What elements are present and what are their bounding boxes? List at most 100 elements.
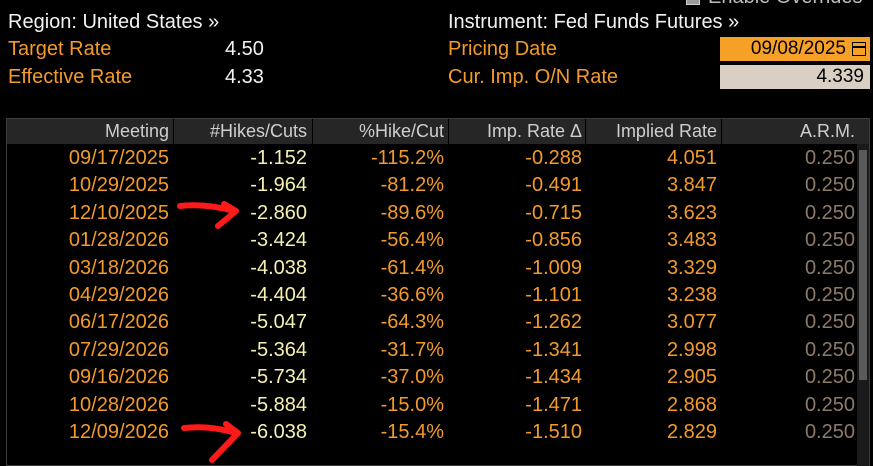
table-row[interactable]: 10/28/2026 -5.884 -15.0% -1.471 2.868 0.250 (7, 392, 869, 419)
table-row[interactable]: 12/09/2026 -6.038 -15.4% -1.510 2.829 0.250 (7, 419, 869, 446)
cell-pct-hike-cut: -15.0% (380, 393, 444, 416)
cell-arm: 0.250 (804, 393, 855, 416)
cell-imp-rate-delta: -1.471 (525, 393, 582, 416)
cell-implied-rate: 2.868 (666, 393, 717, 416)
cell-pct-hike-cut: -115.2% (370, 147, 444, 169)
cell-imp-rate-delta: -0.715 (525, 201, 582, 224)
col-meeting[interactable]: Meeting (104, 121, 169, 141)
cell-meeting: 09/16/2026 (68, 366, 169, 389)
region-selector[interactable]: Region: United States » (8, 11, 220, 33)
cell-implied-rate: 3.238 (666, 284, 717, 306)
table-row[interactable]: 10/29/2025 -1.964 -81.2% -0.491 3.847 0.250 (7, 172, 869, 199)
table-row[interactable]: 07/29/2026 -5.364 -31.7% -1.341 2.998 0.250 (7, 337, 869, 364)
cell-imp-rate-delta: -1.101 (525, 284, 582, 306)
cell-implied-rate: 2.998 (666, 338, 717, 361)
cell-arm: 0.250 (804, 421, 855, 443)
cell-implied-rate: 3.483 (666, 229, 717, 252)
effective-rate-label: Effective Rate (8, 66, 133, 88)
cell-hikes-cuts: -5.734 (250, 366, 307, 389)
rates-table: Meeting #Hikes/Cuts %Hike/Cut Imp. Rate … (6, 118, 870, 466)
cell-pct-hike-cut: -64.3% (380, 311, 444, 334)
cell-implied-rate: 2.905 (666, 366, 717, 389)
table-header: Meeting #Hikes/Cuts %Hike/Cut Imp. Rate … (7, 119, 869, 144)
annotation-arrow-1 (177, 201, 239, 229)
cell-arm: 0.250 (804, 366, 855, 389)
cell-meeting: 10/28/2026 (68, 393, 169, 416)
cell-pct-hike-cut: -15.4% (380, 421, 444, 443)
cell-pct-hike-cut: -81.2% (380, 174, 444, 197)
cur-imp-rate-field[interactable]: 4.339 (720, 65, 870, 89)
col-imp-rate-delta[interactable]: Imp. Rate Δ (486, 121, 582, 141)
cell-meeting: 09/17/2025 (68, 147, 169, 169)
cell-meeting: 12/10/2025 (68, 201, 169, 224)
cell-arm: 0.250 (804, 174, 855, 197)
cell-pct-hike-cut: -89.6% (380, 201, 444, 224)
scrollbar[interactable] (857, 144, 869, 466)
col-pct-hike-cut[interactable]: %Hike/Cut (358, 121, 444, 141)
cell-imp-rate-delta: -0.288 (525, 147, 582, 169)
cell-hikes-cuts: -6.038 (250, 421, 307, 443)
cell-implied-rate: 3.847 (666, 174, 717, 197)
col-arm[interactable]: A.R.M. (799, 121, 855, 141)
table-row[interactable]: 09/16/2026 -5.734 -37.0% -1.434 2.905 0.250 (7, 364, 869, 391)
cell-pct-hike-cut: -36.6% (380, 284, 444, 306)
cell-arm: 0.250 (804, 201, 855, 224)
cell-meeting: 10/29/2025 (68, 174, 169, 197)
instrument-selector[interactable]: Instrument: Fed Funds Futures » (448, 11, 740, 33)
cell-pct-hike-cut: -37.0% (380, 366, 444, 389)
cell-arm: 0.250 (804, 284, 855, 306)
enable-overrides-label: Enable Overrides (708, 0, 863, 9)
checkbox-icon[interactable] (686, 0, 700, 5)
cell-meeting: 03/18/2026 (68, 256, 169, 279)
cell-pct-hike-cut: -31.7% (380, 338, 444, 361)
scroll-thumb[interactable] (859, 150, 867, 380)
cell-meeting: 01/28/2026 (68, 229, 169, 252)
cell-hikes-cuts: -5.047 (250, 311, 307, 334)
cell-hikes-cuts: -2.860 (250, 201, 307, 224)
target-rate-label: Target Rate (8, 38, 112, 60)
cell-hikes-cuts: -3.424 (250, 229, 307, 252)
cell-arm: 0.250 (804, 338, 855, 361)
pricing-date-value[interactable]: 09/08/2025 (750, 38, 846, 59)
cell-meeting: 06/17/2026 (68, 311, 169, 334)
cell-imp-rate-delta: -1.341 (525, 338, 582, 361)
cell-implied-rate: 4.051 (666, 147, 717, 169)
enable-overrides-toggle[interactable]: Enable Overrides (686, 0, 863, 9)
table-row[interactable]: 01/28/2026 -3.424 -56.4% -0.856 3.483 0.250 (7, 227, 869, 254)
cell-meeting: 04/29/2026 (68, 284, 169, 306)
cell-hikes-cuts: -5.884 (250, 393, 307, 416)
cell-imp-rate-delta: -0.491 (525, 174, 582, 197)
cell-implied-rate: 3.329 (666, 256, 717, 279)
cur-imp-rate-label: Cur. Imp. O/N Rate (448, 66, 619, 88)
cell-imp-rate-delta: -1.262 (525, 311, 582, 334)
table-row[interactable]: 04/29/2026 -4.404 -36.6% -1.101 3.238 0.250 (7, 282, 869, 309)
target-rate-value: 4.50 (225, 38, 264, 60)
cell-meeting: 07/29/2026 (68, 338, 169, 361)
cell-hikes-cuts: -1.152 (250, 147, 307, 169)
table-row[interactable]: 12/10/2025 -2.860 -89.6% -0.715 3.623 0.250 (7, 200, 869, 227)
cell-arm: 0.250 (804, 229, 855, 252)
cell-imp-rate-delta: -1.434 (525, 366, 582, 389)
cell-pct-hike-cut: -61.4% (380, 256, 444, 279)
cell-hikes-cuts: -4.404 (250, 284, 307, 306)
cell-arm: 0.250 (804, 311, 855, 334)
table-row[interactable]: 06/17/2026 -5.047 -64.3% -1.262 3.077 0.250 (7, 309, 869, 336)
col-implied-rate[interactable]: Implied Rate (615, 121, 717, 141)
cell-implied-rate: 2.829 (666, 421, 717, 443)
col-hikes-cuts[interactable]: #Hikes/Cuts (209, 121, 307, 141)
cell-implied-rate: 3.623 (666, 201, 717, 224)
cell-hikes-cuts: -1.964 (250, 174, 307, 197)
table-row[interactable]: 09/17/2025 -1.152 -115.2% -0.288 4.051 0.250 (7, 145, 869, 172)
cell-arm: 0.250 (804, 147, 855, 169)
effective-rate-value: 4.33 (225, 66, 264, 88)
cell-hikes-cuts: -5.364 (250, 338, 307, 361)
pricing-date-label: Pricing Date (448, 38, 557, 60)
cell-imp-rate-delta: -1.510 (525, 421, 582, 443)
pricing-date-field[interactable]: 09/08/2025 (720, 37, 870, 61)
calendar-icon[interactable] (852, 42, 866, 56)
table-row[interactable]: 03/18/2026 -4.038 -61.4% -1.009 3.329 0.250 (7, 255, 869, 282)
annotation-arrow-2 (181, 421, 241, 463)
cell-imp-rate-delta: -0.856 (525, 229, 582, 252)
cell-implied-rate: 3.077 (666, 311, 717, 334)
cell-arm: 0.250 (804, 256, 855, 279)
